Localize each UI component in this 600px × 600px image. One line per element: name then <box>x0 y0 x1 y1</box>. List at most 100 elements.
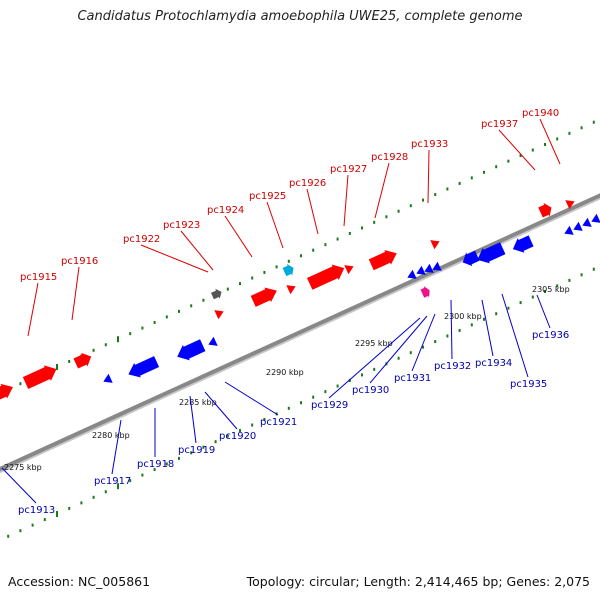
bottom-label-leader <box>536 294 551 329</box>
bottom-gene-label: pc1929 <box>311 400 348 411</box>
top-gene-label: pc1923 <box>163 220 200 231</box>
top-gene-label: pc1940 <box>522 108 559 119</box>
forward-small-gene-shape <box>286 285 296 295</box>
top-gene-label: pc1924 <box>207 205 244 216</box>
map-title: Candidatus Protochlamydia amoebophila UW… <box>77 9 523 24</box>
top-gene-label: pc1915 <box>20 272 57 283</box>
forward-gene-arrow-shape <box>538 202 552 218</box>
reverse-small-gene <box>432 261 442 271</box>
top-gene-label: pc1926 <box>289 178 326 189</box>
forward-gene-arrow <box>250 287 277 307</box>
reverse-small-gene-shape <box>103 373 113 383</box>
reverse-small-gene-shape <box>564 225 574 235</box>
reverse-small-gene-shape <box>208 336 218 346</box>
forward-small-gene-shape <box>214 310 224 320</box>
bottom-label-leader <box>1 467 37 504</box>
bottom-gene-label: pc1913 <box>18 505 55 516</box>
forward-small-gene <box>286 285 296 295</box>
reverse-small-gene <box>416 265 426 275</box>
bottom-label-leader <box>204 391 238 430</box>
rna-gene-marker <box>282 263 294 277</box>
forward-gene-arrow <box>307 264 345 290</box>
reverse-gene-arrow <box>177 339 206 361</box>
reverse-small-gene <box>424 263 434 273</box>
reverse-gene-arrow <box>512 235 534 253</box>
top-label-leader <box>224 215 253 258</box>
forward-gene-arrow-shape <box>0 383 13 403</box>
forward-small-gene-shape <box>344 265 354 275</box>
forward-gene-arrow <box>368 250 397 271</box>
scale-label: 2280 kbp <box>92 431 130 440</box>
top-gene-label: pc1927 <box>330 164 367 175</box>
forward-gene-arrow <box>0 383 13 403</box>
scale-label: 2305 kbp <box>532 285 570 294</box>
forward-small-gene <box>344 265 354 275</box>
bottom-gene-label: pc1932 <box>434 361 471 372</box>
bottom-label-leader <box>369 315 428 384</box>
bottom-label-leader <box>224 381 279 416</box>
forward-gene-arrow-shape <box>368 250 397 271</box>
reverse-small-gene-shape <box>416 265 426 275</box>
bottom-label-leader <box>481 299 494 357</box>
scale-label: 2275 kbp <box>4 463 42 472</box>
bottom-gene-label: pc1919 <box>178 445 215 456</box>
top-label-leader <box>306 188 319 235</box>
reverse-small-gene-shape <box>407 269 417 279</box>
genome-backbone <box>0 193 600 472</box>
bottom-gene-label: pc1918 <box>137 459 174 470</box>
reverse-gene-arrow-shape <box>128 356 160 378</box>
accession-label: Accession: NC_005861 <box>8 574 151 589</box>
top-gene-label: pc1937 <box>481 119 518 130</box>
reverse-small-gene <box>564 225 574 235</box>
top-gene-label: pc1922 <box>123 234 160 245</box>
forward-small-gene <box>430 240 440 250</box>
forward-gene-arrow-shape <box>22 365 57 389</box>
other-gene-marker <box>420 285 430 298</box>
reverse-small-gene-shape <box>591 213 600 223</box>
scale-label: 2285 kbp <box>179 398 217 407</box>
top-label-leader <box>266 201 284 249</box>
top-label-leader <box>539 118 561 165</box>
reverse-small-gene-shape <box>582 217 592 227</box>
bottom-label-leader <box>189 395 197 444</box>
scale-label: 2300 kbp <box>444 312 482 321</box>
top-gene-label: pc1925 <box>249 191 286 202</box>
reverse-gene-arrow-shape <box>477 242 506 264</box>
bottom-label-leader <box>411 313 436 372</box>
pseudo-gene-marker <box>210 288 222 300</box>
bottom-gene-label: pc1920 <box>219 431 256 442</box>
reverse-small-gene <box>103 373 113 383</box>
genome-summary: Topology: circular; Length: 2,414,465 bp… <box>246 574 590 589</box>
forward-gene-arrow <box>73 352 92 369</box>
rna-gene-marker-shape <box>282 263 294 277</box>
top-gene-label: pc1928 <box>371 152 408 163</box>
bottom-gene-label: pc1931 <box>394 373 431 384</box>
top-gene-label: pc1933 <box>411 139 448 150</box>
reverse-small-gene-shape <box>424 263 434 273</box>
reverse-gene-arrow <box>462 250 480 267</box>
pseudo-gene-marker-shape <box>210 288 222 300</box>
forward-small-gene-shape <box>430 240 440 250</box>
reverse-small-gene <box>208 336 218 346</box>
bottom-gene-label: pc1935 <box>510 379 547 390</box>
bottom-gene-label: pc1917 <box>94 476 131 487</box>
scale-label: 2290 kbp <box>266 368 304 377</box>
bottom-gene-label: pc1930 <box>352 385 389 396</box>
bottom-label-leader <box>328 317 421 399</box>
scale-label: 2295 kbp <box>355 339 393 348</box>
reverse-gene-arrow <box>128 356 160 378</box>
forward-small-gene <box>565 200 575 210</box>
bottom-label-leader <box>111 419 122 475</box>
forward-small-gene <box>214 310 224 320</box>
top-label-leader <box>140 244 209 273</box>
top-label-leader <box>343 174 349 227</box>
reverse-small-gene <box>573 221 583 231</box>
top-gene-label: pc1916 <box>61 256 98 267</box>
top-label-leader <box>71 266 80 321</box>
reverse-small-gene <box>591 213 600 223</box>
reverse-gene-arrow-shape <box>177 339 206 361</box>
forward-small-gene-shape <box>565 200 575 210</box>
bottom-label-leader <box>501 293 529 378</box>
